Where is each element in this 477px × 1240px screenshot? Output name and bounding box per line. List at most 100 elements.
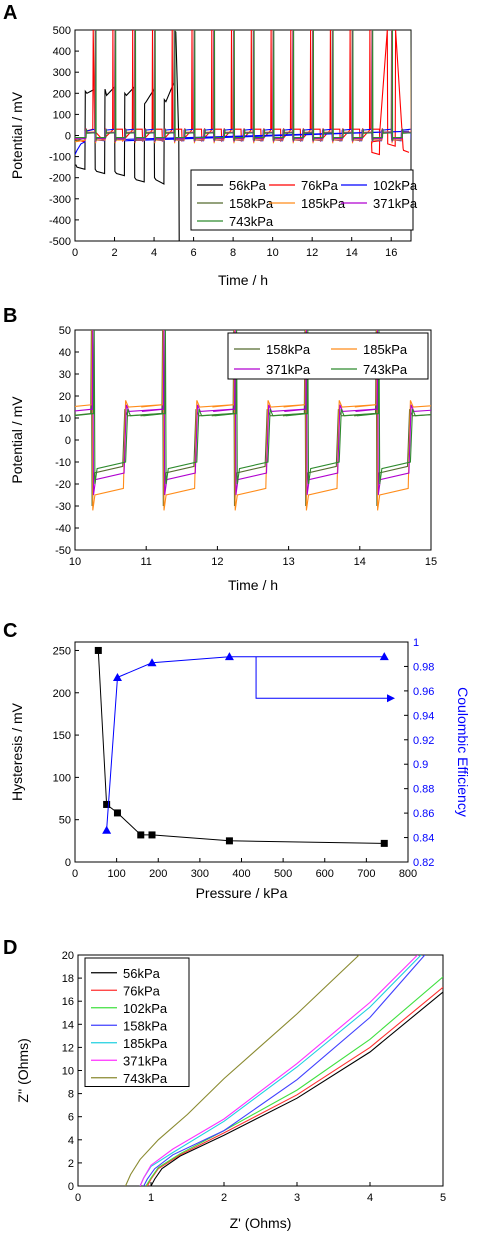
plot-area	[75, 330, 431, 511]
y-tick-label: 50	[59, 325, 71, 337]
y-tick-label: 0	[65, 435, 71, 447]
legend-label: 185kPa	[301, 196, 346, 211]
y-tick-label: 10	[59, 413, 71, 425]
y-tick-label: 20	[59, 391, 71, 403]
legend-label: 371kPa	[373, 196, 418, 211]
series-line	[97, 650, 385, 844]
series-line	[143, 955, 426, 1186]
plot-area	[75, 30, 411, 241]
y-tick-label: 10	[62, 1066, 74, 1078]
x-tick-label: 6	[191, 247, 197, 259]
legend-label: 158kPa	[229, 196, 274, 211]
y-tick-label: -500	[49, 236, 71, 248]
y2-tick-label: 0.84	[413, 833, 434, 845]
panel-letter-c: C	[3, 620, 17, 642]
y-tick-label: -10	[55, 457, 71, 469]
y-axis-label: Hysteresis / mV	[9, 702, 25, 801]
x-tick-label: 400	[232, 868, 250, 880]
x-tick-label: 15	[425, 556, 437, 568]
panel-letter-b: B	[3, 305, 17, 327]
x-tick-label: 12	[211, 556, 223, 568]
x-tick-label: 4	[367, 1192, 373, 1204]
chart-panel-c: 0 100 200 300 400 500 600 700 800 0 50 100 150 200 250…	[9, 637, 471, 901]
series-line	[75, 30, 411, 142]
x-tick-label: 10	[69, 556, 81, 568]
x-axis-label: Time / h	[218, 272, 268, 288]
y-tick-label: 200	[53, 88, 71, 100]
x-tick-label: 13	[282, 556, 294, 568]
data-point-square	[94, 646, 102, 654]
x-tick-label: 2	[221, 1192, 227, 1204]
y-tick-label: 20	[62, 950, 74, 962]
data-point-square	[103, 800, 111, 808]
plot-area	[124, 955, 443, 1186]
legend-label: 371kPa	[123, 1053, 168, 1068]
y-axis-label: Potential / mV	[9, 91, 25, 179]
legend-label: 743kPa	[363, 362, 408, 377]
series-line	[75, 330, 431, 485]
y-tick-label: -30	[55, 501, 71, 513]
series-line	[145, 976, 443, 1186]
legend-label: 158kPa	[123, 1018, 168, 1033]
y-tick-label: 30	[59, 369, 71, 381]
y-tick-label: 12	[62, 1042, 74, 1054]
x-tick-label: 12	[306, 247, 318, 259]
x-tick-label: 100	[107, 868, 125, 880]
x-tick-label: 0	[72, 868, 78, 880]
series-line	[106, 656, 385, 831]
y-tick-label: -400	[49, 215, 71, 227]
y-tick-label: 400	[53, 46, 71, 58]
legend-label: 102kPa	[373, 178, 418, 193]
x-tick-label: 600	[316, 868, 334, 880]
y-tick-label: 0	[65, 131, 71, 143]
y-tick-label: -200	[49, 173, 71, 185]
x-axis-label: Pressure / kPa	[196, 885, 288, 901]
y2-tick-label: 0.9	[413, 759, 428, 771]
data-point-triangle	[112, 672, 122, 681]
x-tick-label: 16	[385, 247, 397, 259]
legend-label: 56kPa	[229, 178, 267, 193]
data-point-square	[380, 839, 388, 847]
y-tick-label: 500	[53, 25, 71, 37]
legend-label: 743kPa	[229, 214, 274, 229]
y2-tick-label: 1	[413, 637, 419, 649]
y-tick-label: 100	[53, 109, 71, 121]
y-tick-label: 100	[53, 772, 71, 784]
x-tick-label: 200	[149, 868, 167, 880]
data-point-triangle	[379, 652, 389, 661]
y-tick-label: -300	[49, 194, 71, 206]
y2-tick-label: 0.98	[413, 661, 434, 673]
y2-tick-label: 0.92	[413, 735, 434, 747]
axis-arrow-line	[255, 656, 387, 699]
x-tick-label: 0	[75, 1192, 81, 1204]
y-tick-label: 0	[68, 1181, 74, 1193]
y-tick-label: -100	[49, 152, 71, 164]
y-axis-label: Potential / mV	[9, 396, 25, 484]
legend-label: 185kPa	[363, 342, 408, 357]
series-line	[75, 30, 411, 142]
x-tick-label: 500	[274, 868, 292, 880]
y-tick-label: 2	[68, 1158, 74, 1170]
series-line	[75, 30, 411, 144]
legend-box	[190, 169, 414, 231]
y-tick-label: -40	[55, 523, 71, 535]
y2-tick-label: 0.94	[413, 710, 434, 722]
y2-axis-label: Coulombic Efficiency	[455, 687, 471, 817]
x-axis-label: Time / h	[228, 577, 278, 593]
y2-tick-label: 0.82	[413, 857, 434, 869]
legend-label: 76kPa	[301, 178, 339, 193]
x-axis-label: Z' (Ohms)	[230, 1215, 292, 1231]
y2-tick-label: 0.88	[413, 784, 434, 796]
y-tick-label: 150	[53, 730, 71, 742]
y-tick-label: 300	[53, 67, 71, 79]
y-tick-label: 18	[62, 973, 74, 985]
data-point-square	[137, 831, 145, 839]
y-tick-label: 8	[68, 1089, 74, 1101]
legend-label: 743kPa	[123, 1071, 168, 1086]
x-tick-label: 4	[151, 247, 157, 259]
legend-label: 56kPa	[123, 966, 161, 981]
y-tick-label: 14	[62, 1019, 74, 1031]
legend-box	[227, 332, 429, 380]
